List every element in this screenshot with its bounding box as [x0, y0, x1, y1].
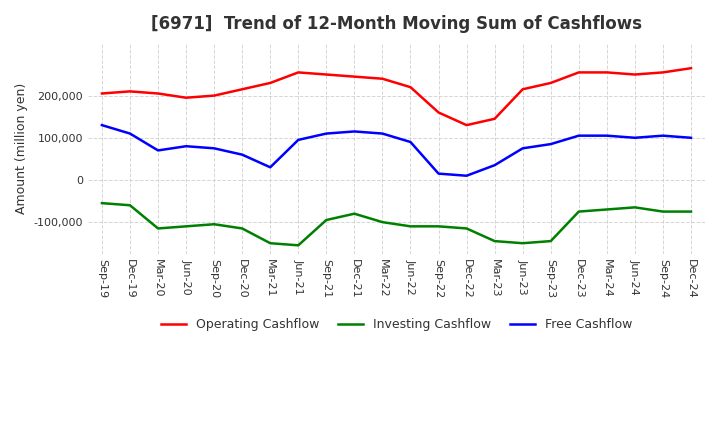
Investing Cashflow [153, 226, 162, 231]
Operating Cashflow [406, 84, 415, 90]
Free Cashflow [266, 165, 274, 170]
Investing Cashflow [350, 211, 359, 216]
Title: [6971]  Trend of 12-Month Moving Sum of Cashflows: [6971] Trend of 12-Month Moving Sum of C… [151, 15, 642, 33]
Free Cashflow [659, 133, 667, 138]
Investing Cashflow [126, 202, 135, 208]
Operating Cashflow [126, 89, 135, 94]
Free Cashflow [210, 146, 218, 151]
Free Cashflow [687, 135, 696, 140]
Legend: Operating Cashflow, Investing Cashflow, Free Cashflow: Operating Cashflow, Investing Cashflow, … [156, 313, 637, 336]
Operating Cashflow [546, 81, 555, 86]
Operating Cashflow [378, 76, 387, 81]
Free Cashflow [98, 122, 107, 128]
Free Cashflow [490, 162, 499, 168]
Operating Cashflow [434, 110, 443, 115]
Operating Cashflow [181, 95, 190, 100]
Investing Cashflow [490, 238, 499, 244]
Operating Cashflow [266, 81, 274, 86]
Free Cashflow [603, 133, 611, 138]
Line: Investing Cashflow: Investing Cashflow [102, 203, 691, 246]
Investing Cashflow [659, 209, 667, 214]
Free Cashflow [153, 148, 162, 153]
Free Cashflow [378, 131, 387, 136]
Free Cashflow [406, 139, 415, 145]
Investing Cashflow [434, 224, 443, 229]
Free Cashflow [322, 131, 330, 136]
Investing Cashflow [266, 241, 274, 246]
Investing Cashflow [181, 224, 190, 229]
Line: Free Cashflow: Free Cashflow [102, 125, 691, 176]
Investing Cashflow [546, 238, 555, 244]
Investing Cashflow [98, 201, 107, 206]
Operating Cashflow [631, 72, 639, 77]
Investing Cashflow [603, 207, 611, 212]
Operating Cashflow [575, 70, 583, 75]
Free Cashflow [350, 129, 359, 134]
Operating Cashflow [518, 87, 527, 92]
Y-axis label: Amount (million yen): Amount (million yen) [15, 83, 28, 214]
Free Cashflow [575, 133, 583, 138]
Investing Cashflow [210, 222, 218, 227]
Operating Cashflow [294, 70, 302, 75]
Operating Cashflow [659, 70, 667, 75]
Investing Cashflow [322, 217, 330, 223]
Free Cashflow [631, 135, 639, 140]
Free Cashflow [434, 171, 443, 176]
Investing Cashflow [238, 226, 246, 231]
Investing Cashflow [294, 243, 302, 248]
Investing Cashflow [462, 226, 471, 231]
Investing Cashflow [631, 205, 639, 210]
Operating Cashflow [687, 66, 696, 71]
Free Cashflow [462, 173, 471, 178]
Investing Cashflow [687, 209, 696, 214]
Operating Cashflow [603, 70, 611, 75]
Free Cashflow [126, 131, 135, 136]
Operating Cashflow [210, 93, 218, 98]
Line: Operating Cashflow: Operating Cashflow [102, 68, 691, 125]
Free Cashflow [546, 142, 555, 147]
Free Cashflow [294, 137, 302, 143]
Operating Cashflow [153, 91, 162, 96]
Operating Cashflow [490, 116, 499, 121]
Operating Cashflow [322, 72, 330, 77]
Operating Cashflow [98, 91, 107, 96]
Free Cashflow [518, 146, 527, 151]
Investing Cashflow [518, 241, 527, 246]
Operating Cashflow [238, 87, 246, 92]
Operating Cashflow [350, 74, 359, 79]
Investing Cashflow [406, 224, 415, 229]
Investing Cashflow [378, 220, 387, 225]
Free Cashflow [181, 143, 190, 149]
Investing Cashflow [575, 209, 583, 214]
Free Cashflow [238, 152, 246, 157]
Operating Cashflow [462, 122, 471, 128]
